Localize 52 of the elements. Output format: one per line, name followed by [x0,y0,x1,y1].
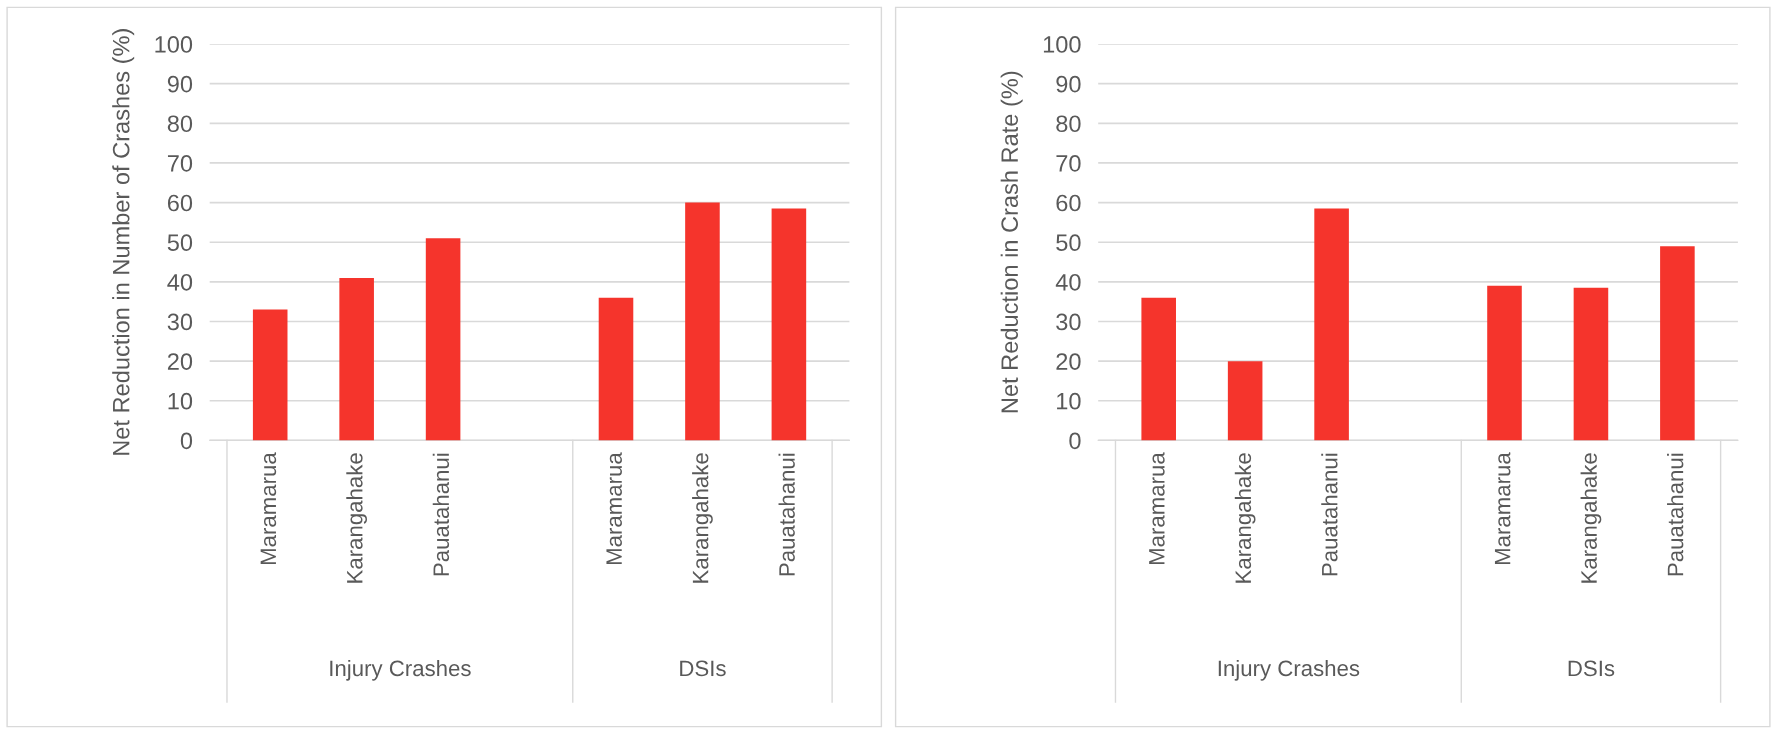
y-tick-label: 90 [167,75,193,93]
text: Injury Crashes [330,659,471,681]
bar [685,202,720,441]
text: DSIs [680,660,726,677]
y-tick-label: 60 [167,194,193,212]
bar [1573,287,1609,441]
y-tick-label: 10 [168,392,193,410]
y-tick-label: 0 [180,432,193,450]
x-tick-label: Karangahake [1234,453,1256,583]
y-tick-label: 70 [1056,155,1081,172]
bar [1227,361,1263,441]
bar [1660,246,1695,441]
x-tick-label: Maramarua [606,452,622,565]
y-tick-label: 40 [1055,273,1081,291]
y-axis-title: Net Reduction in Crash Rate (%) [1000,71,1023,413]
bar [252,309,288,441]
x-tick-label: Karangahake [692,453,713,583]
x-tick-label: Pauatahanui [778,453,795,576]
y-axis-title: Net Reduction in Number of Crashes (%) [112,29,135,455]
y-tick-label: 20 [167,353,193,370]
y-tick-label: 60 [1056,194,1081,212]
y-tick-label: 80 [167,115,193,133]
x-tick-label: Maramarua [1149,452,1165,565]
x-tick-label: Maramarua [1494,452,1511,565]
x-tick-label: Maramarua [260,452,277,565]
bar [425,238,461,441]
y-tick-label: 30 [1056,313,1081,331]
x-tick-label: Pauatahanui [1321,453,1338,576]
bar [1141,297,1176,441]
y-tick-label: 10 [1057,392,1081,410]
x-tick-label: Pauatahanui [1667,453,1684,576]
x-tick-label: Karangahake [1580,453,1602,583]
y-tick-label: 50 [1056,234,1081,252]
y-tick-label: 40 [167,273,193,291]
y-tick-label: 100 [155,36,193,53]
bar [339,277,374,441]
text: Injury Crashes [1218,659,1360,681]
x-tick-label: Karangahake [346,453,368,583]
y-tick-label: 90 [1056,75,1081,93]
y-tick-label: 0 [1069,432,1081,450]
bar [1314,208,1349,441]
y-tick-label: 50 [167,234,193,252]
bar [598,297,634,441]
y-tick-label: 100 [1043,36,1081,53]
y-tick-label: 80 [1056,115,1081,133]
bar [1487,285,1522,441]
text: DSIs [1568,660,1615,677]
x-tick-label: Pauatahanui [432,453,450,576]
y-tick-label: 70 [167,155,193,172]
bar [771,208,807,441]
y-tick-label: 30 [167,313,193,331]
y-tick-label: 20 [1056,353,1081,370]
